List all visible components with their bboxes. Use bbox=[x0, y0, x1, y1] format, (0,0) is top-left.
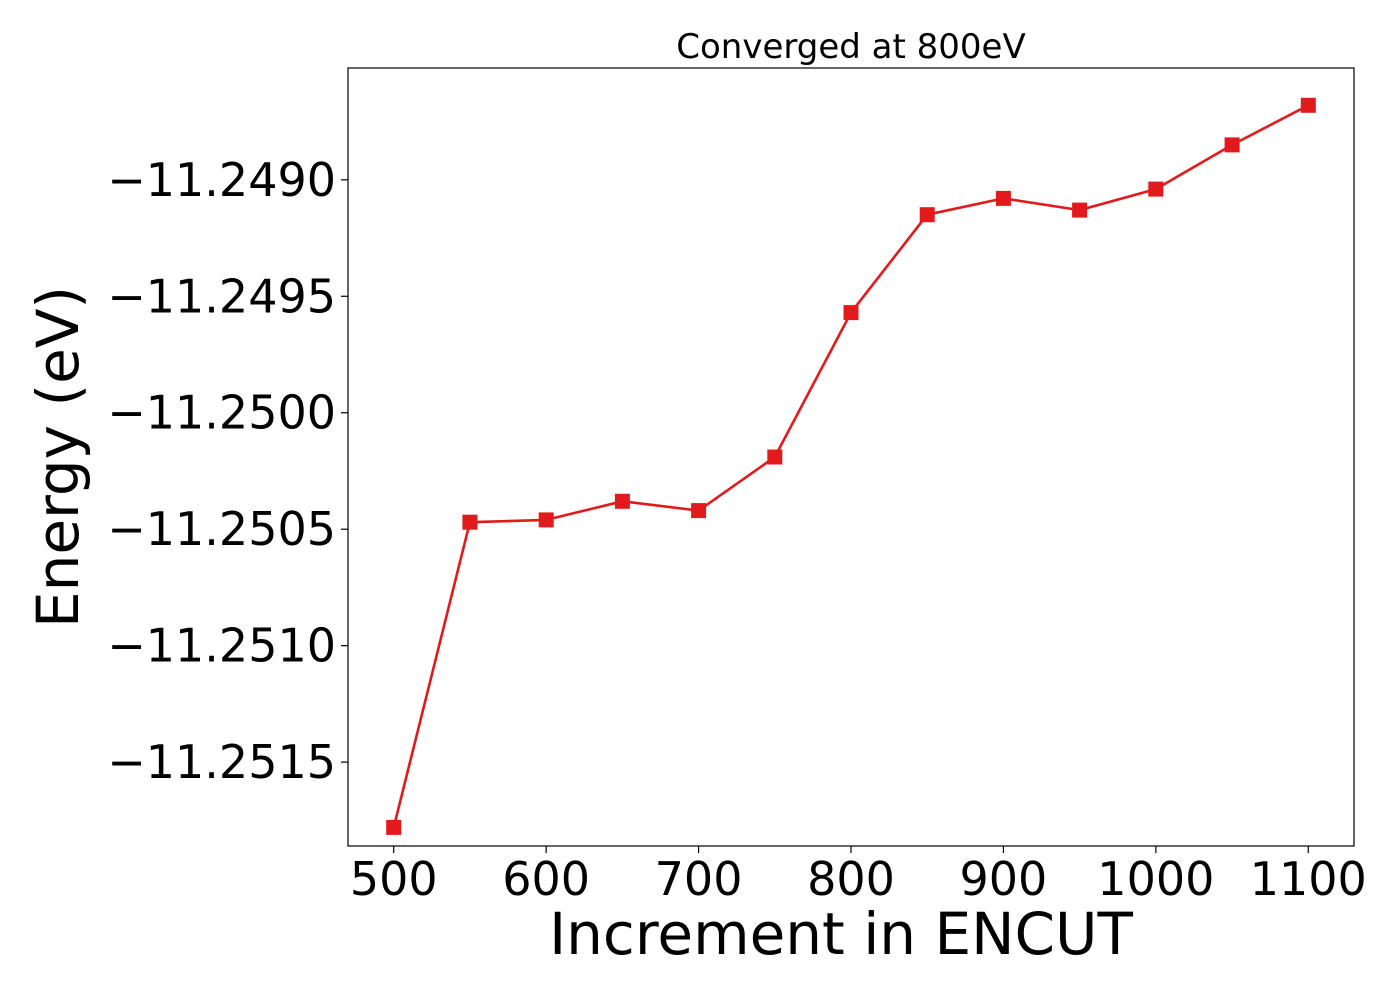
x-axis: 500 600 700 800 900 1000 1100 bbox=[350, 846, 1367, 906]
data-point-marker bbox=[995, 190, 1011, 206]
x-tick-label: 900 bbox=[960, 852, 1048, 906]
x-axis-label: Increment in ENCUT bbox=[549, 900, 1133, 968]
x-tick-label: 1000 bbox=[1097, 852, 1214, 906]
y-axis: −11.2490 −11.2495 −11.2500 −11.2505 −11.2510… bbox=[107, 153, 348, 789]
data-point-marker bbox=[386, 819, 402, 835]
data-point-marker bbox=[1072, 202, 1088, 218]
series-line bbox=[392, 104, 1309, 828]
data-point-marker bbox=[462, 514, 478, 530]
data-point-marker bbox=[538, 512, 554, 528]
chart-title: Converged at 800eV bbox=[676, 27, 1025, 67]
y-axis-label: Energy (eV) bbox=[24, 286, 92, 628]
x-tick-label: 800 bbox=[807, 852, 895, 906]
data-point-marker bbox=[767, 449, 783, 465]
data-point-marker bbox=[691, 503, 707, 519]
x-tick-label: 1100 bbox=[1250, 852, 1367, 906]
x-tick-label: 600 bbox=[502, 852, 590, 906]
series-layer bbox=[386, 97, 1316, 835]
x-tick-label: 700 bbox=[655, 852, 743, 906]
data-point-marker bbox=[1300, 97, 1316, 113]
plot-frame bbox=[347, 67, 1355, 847]
y-tick-label: −11.2505 bbox=[107, 502, 336, 556]
y-tick-label: −11.2490 bbox=[107, 153, 336, 207]
y-tick-label: −11.2515 bbox=[107, 735, 336, 789]
data-point-marker bbox=[1148, 181, 1164, 197]
data-point-marker bbox=[843, 305, 859, 321]
data-point-marker bbox=[614, 493, 630, 509]
data-point-marker bbox=[919, 207, 935, 223]
y-tick-label: −11.2495 bbox=[107, 269, 336, 323]
x-tick-label: 500 bbox=[350, 852, 438, 906]
y-tick-label: −11.2500 bbox=[107, 386, 336, 440]
y-tick-label: −11.2510 bbox=[107, 619, 336, 673]
data-point-marker bbox=[1224, 137, 1240, 153]
